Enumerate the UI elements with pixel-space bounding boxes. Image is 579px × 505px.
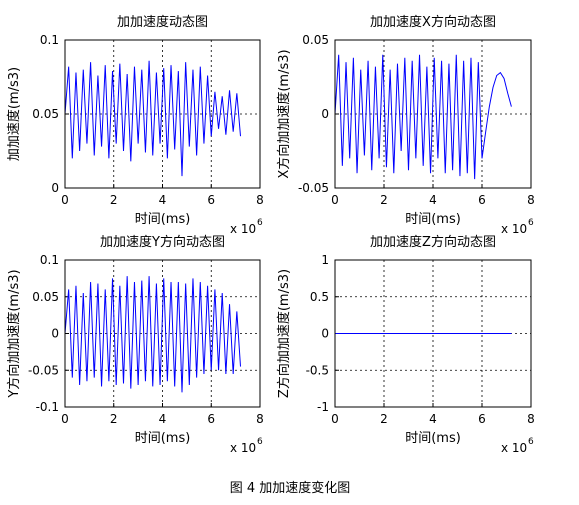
y-tick-label: -1 bbox=[317, 400, 329, 414]
x-tick-label: 4 bbox=[429, 412, 437, 426]
x-tick-label: 0 bbox=[331, 412, 339, 426]
x-scale-exponent: 6 bbox=[528, 218, 534, 228]
data-line bbox=[64, 276, 241, 393]
y-tick-label: 0.1 bbox=[40, 33, 59, 47]
y-tick-label: 0.05 bbox=[32, 107, 59, 121]
x-tick-label: 2 bbox=[110, 193, 118, 207]
x-scale-exponent: 6 bbox=[528, 437, 534, 447]
figure-caption: 图 4 加加速度变化图 bbox=[230, 480, 351, 496]
x-scale-exponent: 6 bbox=[257, 218, 263, 228]
x-tick-label: 4 bbox=[159, 412, 167, 426]
x-axis-label: 时间(ms) bbox=[405, 212, 461, 227]
chart-title: 加加速度X方向动态图 bbox=[370, 14, 496, 30]
y-tick-label: -0.1 bbox=[36, 400, 59, 414]
y-axis-label: Y方向加加速度(m/s3) bbox=[6, 269, 22, 398]
y-tick-label: -0.05 bbox=[28, 363, 59, 377]
x-scale-label: x 10 bbox=[230, 222, 256, 236]
x-tick-label: 2 bbox=[380, 193, 388, 207]
y-axis-label: X方向加加速度(m/s3) bbox=[276, 49, 292, 178]
x-scale-label: x 10 bbox=[501, 441, 527, 455]
x-scale-label: x 10 bbox=[501, 222, 527, 236]
y-tick-label: 0 bbox=[321, 327, 329, 341]
x-tick-label: 0 bbox=[61, 412, 69, 426]
x-scale-exponent: 6 bbox=[257, 437, 263, 447]
x-tick-label: 2 bbox=[380, 412, 388, 426]
x-tick-label: 0 bbox=[331, 193, 339, 207]
y-tick-label: -0.05 bbox=[298, 181, 329, 195]
x-tick-label: 0 bbox=[61, 193, 69, 207]
y-tick-label: 0.05 bbox=[302, 33, 329, 47]
x-tick-label: 8 bbox=[527, 412, 535, 426]
x-tick-label: 4 bbox=[159, 193, 167, 207]
x-tick-label: 6 bbox=[478, 412, 486, 426]
x-axis-label: 时间(ms) bbox=[135, 212, 191, 227]
x-tick-label: 8 bbox=[527, 193, 535, 207]
axes-box bbox=[334, 259, 532, 408]
x-tick-label: 4 bbox=[429, 193, 437, 207]
chart-title: 加加速度Y方向动态图 bbox=[100, 234, 225, 250]
y-tick-label: 0.05 bbox=[32, 290, 59, 304]
y-tick-label: 0.5 bbox=[310, 290, 329, 304]
chart-title: 加加速度动态图 bbox=[117, 14, 208, 30]
y-tick-label: 0 bbox=[51, 327, 59, 341]
y-tick-label: -0.5 bbox=[306, 363, 329, 377]
x-axis-label: 时间(ms) bbox=[405, 431, 461, 446]
data-line bbox=[64, 60, 241, 177]
chart-title: 加加速度Z方向动态图 bbox=[370, 234, 496, 250]
axes-box bbox=[64, 259, 261, 408]
x-tick-label: 6 bbox=[207, 193, 215, 207]
y-axis-label: 加加速度(m/s3) bbox=[6, 67, 22, 161]
y-tick-label: 0 bbox=[51, 181, 59, 195]
y-axis-label: Z方向加加速度(m/s3) bbox=[276, 269, 292, 398]
y-tick-label: 0.1 bbox=[40, 253, 59, 267]
x-tick-label: 6 bbox=[207, 412, 215, 426]
x-tick-label: 8 bbox=[256, 412, 264, 426]
x-tick-label: 8 bbox=[256, 193, 264, 207]
y-tick-label: 0 bbox=[321, 107, 329, 121]
x-scale-label: x 10 bbox=[230, 441, 256, 455]
axes-box bbox=[334, 39, 532, 189]
x-axis-label: 时间(ms) bbox=[135, 431, 191, 446]
y-tick-label: 1 bbox=[321, 253, 329, 267]
x-tick-label: 6 bbox=[478, 193, 486, 207]
data-line bbox=[334, 54, 512, 180]
x-tick-label: 2 bbox=[110, 412, 118, 426]
axes-box bbox=[64, 39, 261, 189]
